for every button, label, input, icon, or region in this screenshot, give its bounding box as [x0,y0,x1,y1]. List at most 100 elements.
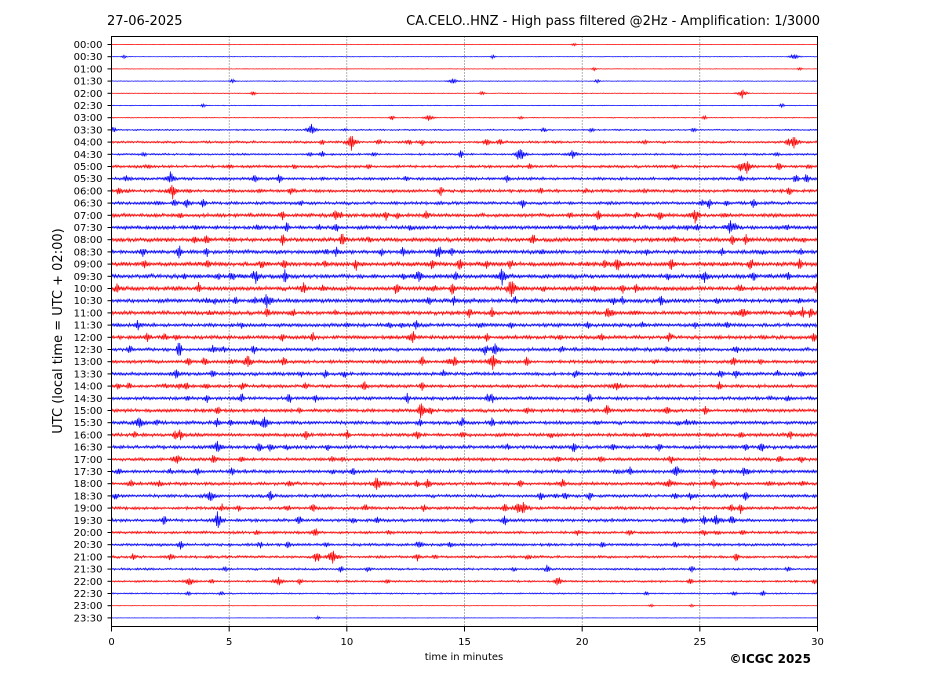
trace-row-1900 [111,502,818,514]
row-label: 12:00 [74,333,103,344]
trace-row-0500 [111,161,818,174]
trace-layer [111,42,818,621]
trace-row-1830 [111,490,818,501]
row-label: 22:00 [74,577,103,588]
trace-row-1400 [111,381,818,391]
trace-row-1330 [111,369,818,379]
trace-row-1800 [111,477,818,490]
trace-row-1130 [111,320,818,331]
row-label: 07:30 [74,223,103,234]
trace-row-0830 [111,245,818,259]
row-label: 01:00 [74,64,103,75]
trace-row-0000 [111,42,818,47]
trace-row-0030 [111,53,818,60]
row-label: 00:30 [74,52,103,63]
x-tick-label: 0 [108,637,114,648]
plot-frame [111,36,818,627]
row-label: 00:00 [74,40,103,51]
trace-row-1300 [111,354,818,370]
trace-row-0630 [111,199,818,209]
row-label: 14:30 [74,394,103,405]
trace-row-1600 [111,429,818,441]
trace-row-1100 [111,306,818,319]
row-label: 15:30 [74,418,103,429]
row-label: 14:00 [74,382,103,393]
trace-row-2300 [111,603,818,609]
chart-title: CA.CELO..HNZ - High pass filtered @2Hz -… [406,14,820,29]
row-label: 10:30 [74,296,103,307]
trace-row-1030 [111,294,818,308]
credit-label: ©ICGC 2025 [729,652,811,666]
row-label: 08:00 [74,235,103,246]
row-label: 16:30 [74,443,103,454]
x-axis-ticks: 0 5 10 15 20 25 30 [108,626,824,648]
row-label: 06:00 [74,186,103,197]
trace-row-0430 [111,149,818,160]
x-tick-label: 20 [576,637,589,648]
x-tick-label: 30 [811,637,824,648]
trace-row-1430 [111,392,818,404]
trace-row-2030 [111,541,818,550]
x-tick-label: 25 [693,637,706,648]
x-tick-label: 15 [458,637,471,648]
trace-row-0400 [111,135,818,151]
trace-row-1500 [111,403,818,419]
row-label: 04:00 [74,138,103,149]
trace-row-0700 [111,210,818,224]
row-label: 13:30 [74,369,103,380]
row-label: 01:30 [74,77,103,88]
row-label: 09:00 [74,260,103,271]
row-label: 03:00 [74,113,103,124]
trace-row-0730 [111,220,818,234]
trace-row-1000 [111,281,818,297]
row-label: 02:00 [74,89,103,100]
trace-row-0600 [111,184,818,200]
row-label: 11:30 [74,321,103,332]
row-label: 22:30 [74,589,103,600]
row-label: 17:00 [74,455,103,466]
row-label: 23:30 [74,613,103,624]
chart-date: 27-06-2025 [107,14,183,29]
trace-row-0930 [111,268,818,286]
x-axis-label: time in minutes [425,652,504,663]
row-label: 21:30 [74,565,103,576]
trace-row-2100 [111,550,818,564]
row-label: 12:30 [74,345,103,356]
row-label: 05:30 [74,174,103,185]
trace-row-2000 [111,528,818,536]
row-label: 05:00 [74,162,103,173]
row-label: 11:00 [74,308,103,319]
row-label: 02:30 [74,101,103,112]
trace-row-1630 [111,440,818,453]
row-label: 20:30 [74,540,103,551]
trace-row-0230 [111,102,818,109]
row-label: 10:00 [74,284,103,295]
row-label: 19:30 [74,516,103,527]
trace-row-1730 [111,466,818,477]
trace-row-0330 [111,123,818,134]
row-label: 03:30 [74,125,103,136]
trace-row-0100 [111,66,818,72]
trace-row-0300 [111,114,818,121]
row-label: 15:00 [74,406,103,417]
row-label: 09:30 [74,272,103,283]
trace-row-0800 [111,233,818,246]
grid-lines [228,36,701,627]
row-label: 06:30 [74,199,103,210]
trace-row-0900 [111,258,818,271]
row-label: 20:00 [74,528,103,539]
trace-row-2330 [111,614,818,621]
x-tick-label: 10 [340,637,353,648]
trace-row-0530 [111,171,818,184]
trace-row-1530 [111,416,818,428]
trace-row-1200 [111,331,818,344]
trace-row-2200 [111,576,818,586]
trace-row-0200 [111,89,818,99]
row-label: 18:30 [74,491,103,502]
trace-row-2130 [111,564,818,573]
x-tick-label: 5 [226,637,232,648]
trace-row-2230 [111,590,818,597]
row-label: 19:00 [74,504,103,515]
